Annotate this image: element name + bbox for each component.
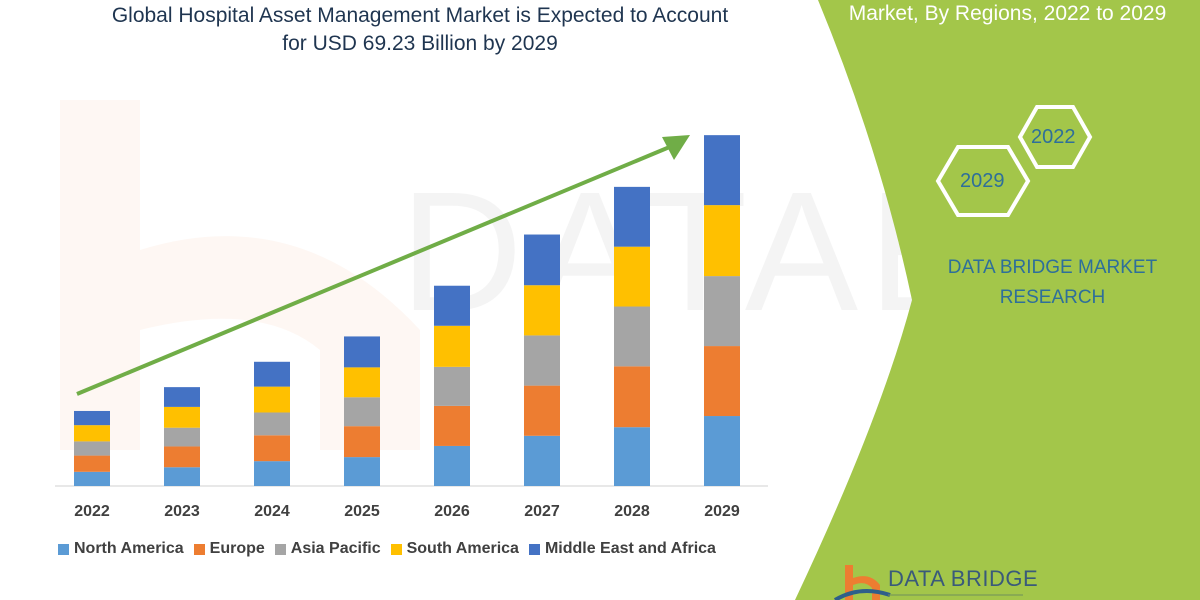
bar-segment-2027-3 [524, 285, 560, 336]
bars [74, 135, 740, 486]
title-line-1: Global Hospital Asset Management Market … [111, 4, 729, 27]
x-tick-label: 2028 [614, 503, 650, 520]
bar-segment-2026-3 [434, 325, 470, 367]
legend-item: South America [390, 540, 519, 558]
bar-segment-2024-0 [254, 461, 290, 486]
green-panel [795, 0, 1200, 600]
bar-segment-2025-0 [344, 457, 380, 486]
x-tick-label: 2029 [704, 503, 740, 520]
bar-segment-2023-1 [164, 446, 200, 468]
x-tick-label: 2023 [164, 503, 200, 520]
bar-segment-2026-1 [434, 405, 470, 446]
legend-item: Asia Pacific [274, 540, 381, 558]
bar-segment-2026-2 [434, 366, 470, 406]
x-tick-label: 2024 [254, 503, 290, 520]
bar-segment-2026-4 [434, 285, 470, 326]
bar-segment-2027-0 [524, 435, 560, 486]
panel-subtitle: Market, By Regions, 2022 to 2029 [848, 2, 1167, 25]
bar-segment-2023-3 [164, 406, 200, 428]
logo-subtext [888, 594, 1023, 596]
legend-label: South America [406, 540, 519, 557]
bar-segment-2022-3 [74, 425, 110, 442]
legend-label: Europe [209, 540, 265, 557]
brand-text: DATA BRIDGE MARKET RESEARCH [925, 253, 1180, 313]
legend-label: Middle East and Africa [544, 540, 716, 557]
bar-segment-2028-4 [614, 186, 650, 247]
bar-segment-2022-1 [74, 455, 110, 472]
legend-swatch [390, 543, 402, 555]
legend-swatch [193, 543, 205, 555]
bar-segment-2028-1 [614, 366, 650, 428]
legend-swatch [58, 543, 69, 555]
bar-segment-2029-3 [704, 205, 740, 277]
bar-segment-2029-0 [704, 416, 740, 486]
legend-item: North America [58, 540, 184, 558]
bar-segment-2029-4 [704, 135, 740, 206]
bar-segment-2025-3 [344, 367, 380, 398]
legend: North America Europe Asia Pacific South Ame… [58, 540, 716, 558]
hex-label-2022: 2022 [1031, 126, 1076, 148]
legend-item: Middle East and Africa [528, 540, 716, 558]
legend-label: Asia Pacific [290, 540, 381, 557]
bar-segment-2025-4 [344, 336, 380, 368]
legend-item: Europe [193, 540, 265, 558]
bar-segment-2024-2 [254, 412, 290, 436]
hex-label-2029: 2029 [960, 170, 1005, 192]
bar-segment-2022-4 [74, 410, 110, 426]
bar-segment-2028-2 [614, 306, 650, 367]
bar-segment-2029-2 [704, 276, 740, 347]
legend-swatch [528, 543, 540, 555]
chart-title: Global Hospital Asset Management Market … [60, 2, 780, 58]
brand-line-2: RESEARCH [999, 287, 1106, 308]
watermark-logo [60, 100, 420, 450]
bar-segment-2027-2 [524, 335, 560, 386]
x-tick-label: 2026 [434, 503, 470, 520]
bar-segment-2028-0 [614, 427, 650, 486]
legend-swatch [274, 543, 286, 555]
bar-segment-2024-3 [254, 386, 290, 413]
bar-segment-2027-1 [524, 385, 560, 436]
bar-segment-2022-0 [74, 471, 110, 486]
bar-segment-2023-2 [164, 427, 200, 447]
bar-segment-2026-0 [434, 445, 470, 486]
logo-text: DATA BRIDGE [888, 566, 1039, 591]
legend-label: North America [74, 540, 184, 557]
x-tick-label: 2022 [74, 503, 110, 520]
brand-line-1: DATA BRIDGE MARKET [947, 257, 1158, 278]
bar-segment-2023-0 [164, 467, 200, 486]
hexagon-2029 [935, 145, 1031, 217]
trend-arrow [76, 135, 690, 396]
bar-segment-2022-2 [74, 441, 110, 456]
bar-segment-2029-1 [704, 346, 740, 417]
bar-segment-2024-1 [254, 435, 290, 462]
bar-segment-2025-1 [344, 426, 380, 458]
data-bridge-logo-icon [833, 565, 891, 600]
x-tick-label: 2027 [524, 503, 560, 520]
bar-segment-2028-3 [614, 246, 650, 307]
hexagon-2022 [1017, 105, 1093, 169]
x-tick-label: 2025 [344, 503, 380, 520]
title-line-2: for USD 69.23 Billion by 2029 [282, 32, 558, 55]
bar-segment-2027-4 [524, 234, 560, 286]
bar-segment-2023-4 [164, 387, 200, 407]
bar-segment-2025-2 [344, 397, 380, 427]
bar-segment-2024-4 [254, 361, 290, 387]
